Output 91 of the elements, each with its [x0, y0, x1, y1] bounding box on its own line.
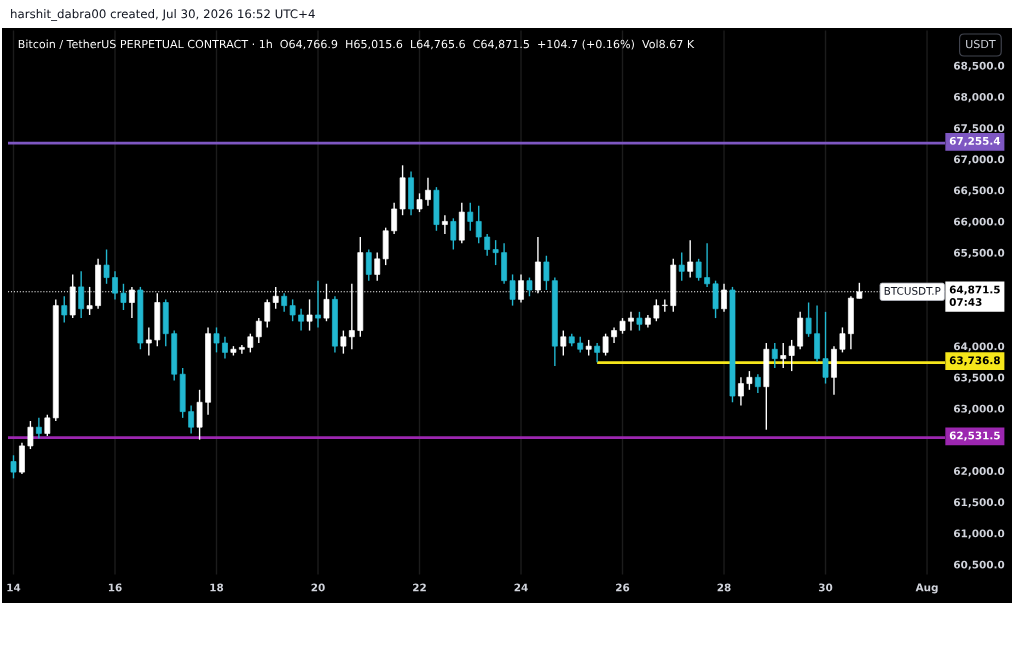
candlestick — [822, 311, 829, 385]
text: harshit_dabra00 created, Jul 30, 2026 16:52 UTC+4 — [11, 9, 315, 21]
candlestick — [306, 298, 313, 332]
candlestick — [416, 192, 423, 213]
candlestick — [754, 373, 761, 394]
candlestick — [839, 326, 846, 354]
candlestick — [746, 370, 753, 391]
y-tick-label: 68,000.0 — [953, 92, 1005, 103]
y-tick-label: 61,000.0 — [953, 529, 1005, 539]
candlestick — [771, 342, 778, 369]
candlestick — [255, 317, 262, 344]
candlestick — [450, 217, 457, 251]
candlestick — [780, 342, 787, 369]
y-tick-label: 62,000.0 — [953, 467, 1005, 477]
y-tick-label: 66,500.0 — [953, 186, 1005, 196]
candlestick — [467, 202, 474, 232]
candlestick — [35, 417, 42, 440]
candlestick — [560, 329, 567, 357]
candlestick — [602, 332, 609, 357]
candlestick — [315, 279, 321, 329]
candlestick — [112, 270, 118, 301]
candlestick — [27, 420, 34, 450]
x-tick-label: 14 — [7, 583, 21, 592]
candlestick — [695, 258, 702, 282]
candlestick — [78, 270, 85, 319]
candlestick — [636, 311, 643, 332]
candlestick — [213, 326, 220, 354]
candlestick — [247, 332, 254, 354]
candlestick — [86, 286, 93, 316]
text: Bitcoin / TetherUS PERPETUAL CONTRACT · 1h — [18, 39, 272, 50]
y-tick-label: 67,500.0 — [953, 124, 1005, 134]
ref-line-label: 67,255.4 — [949, 136, 1001, 147]
candlestick — [281, 292, 288, 313]
candlestick — [484, 233, 491, 257]
candlestick — [628, 311, 634, 332]
candlestick — [298, 308, 304, 332]
y-tick-label: 63,000.0 — [953, 404, 1005, 414]
candlestick — [289, 298, 296, 322]
x-tick-label: 20 — [311, 583, 325, 592]
candlestick — [365, 248, 372, 282]
candlestick — [687, 239, 694, 279]
y-tick-label: 65,500.0 — [953, 248, 1005, 259]
candlestick — [374, 251, 381, 282]
ref-line-label: 64,871.5 07:43 — [949, 285, 1000, 306]
candlestick — [594, 342, 601, 364]
y-tick-label: 60,500.0 — [953, 560, 1005, 570]
candlestick — [442, 214, 448, 235]
candlestick — [475, 205, 482, 244]
data-label: 63,736.8 — [949, 356, 1000, 366]
x-tick-label: 26 — [616, 583, 630, 592]
y-tick-label: 61,500.0 — [953, 498, 1005, 508]
x-tick-label: 24 — [514, 583, 528, 592]
candlestick — [391, 202, 398, 235]
x-tick-label: 30 — [818, 583, 833, 592]
candlestick — [120, 283, 127, 311]
candlestick — [103, 248, 110, 285]
candlestick — [145, 326, 152, 357]
y-axis-title: USDT — [966, 39, 996, 49]
candlestick — [264, 298, 271, 329]
candlestick — [526, 276, 533, 297]
candlestick — [492, 239, 499, 266]
candlestick — [188, 404, 195, 435]
annotation: BTCUSDT.P — [884, 286, 941, 295]
candlestick — [44, 414, 51, 437]
candlestick — [61, 295, 68, 324]
candlestick — [222, 336, 228, 360]
candlestick — [738, 376, 744, 407]
y-tick-label: 63,500.0 — [953, 373, 1005, 383]
y-tick-label: 68,500.0 — [953, 61, 1005, 71]
candlestick — [653, 298, 660, 322]
candlestick — [661, 298, 668, 313]
candlestick — [238, 344, 245, 355]
y-tick-label: 64,000.0 — [953, 342, 1005, 352]
x-tick-label: Aug — [915, 583, 938, 594]
x-tick-label: 18 — [210, 583, 224, 592]
candlestick — [788, 339, 795, 372]
y-tick-label: 66,000.0 — [953, 217, 1005, 227]
candlestick — [678, 251, 685, 282]
candlestick — [543, 255, 550, 291]
candlestick — [509, 273, 516, 307]
candlestick — [425, 177, 431, 207]
text: O64,766.9 H65,015.6 L64,765.6 C64,871.5 +104.7 (+0.16%) Vol8.67 K — [280, 39, 695, 50]
x-tick-label: 28 — [717, 583, 731, 592]
candlestick — [704, 242, 710, 288]
x-tick-label: 16 — [108, 583, 122, 592]
candlestick — [10, 454, 17, 480]
candlestick — [340, 329, 347, 355]
y-tick-label: 67,000.0 — [953, 155, 1005, 165]
ref-line-label: 62,531.5 — [949, 431, 1000, 441]
candlestick — [805, 301, 812, 338]
x-tick-label: 22 — [413, 583, 426, 592]
